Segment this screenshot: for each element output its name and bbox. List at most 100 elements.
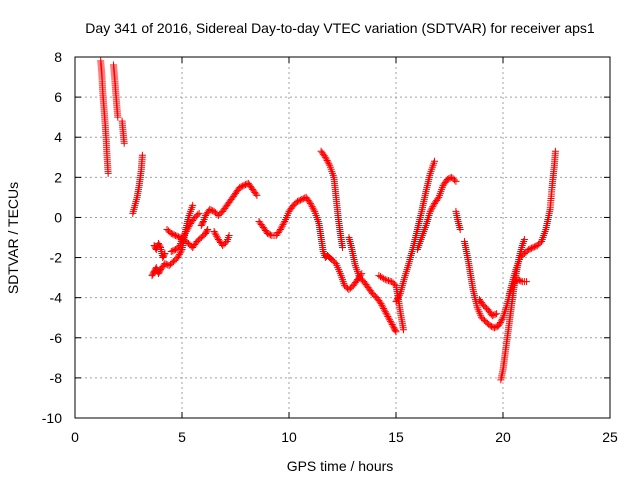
data-point <box>181 231 189 239</box>
data-point <box>490 324 498 332</box>
y-tick-label: 0 <box>54 209 62 225</box>
data-point <box>393 296 401 304</box>
data-point <box>452 177 460 185</box>
y-tick-label: -2 <box>50 250 63 266</box>
y-tick-label: 2 <box>54 169 62 185</box>
data-point <box>528 244 536 252</box>
data-point <box>264 229 272 237</box>
data-point <box>325 160 333 168</box>
data-point <box>488 312 496 320</box>
data-point <box>167 248 175 256</box>
data-point <box>380 275 388 283</box>
data-point <box>180 232 188 240</box>
data-point <box>496 319 504 327</box>
data-point <box>160 251 168 259</box>
data-point <box>389 322 397 330</box>
data-point <box>174 254 182 262</box>
data-point <box>175 250 183 258</box>
data-point <box>184 224 192 232</box>
data-point <box>381 308 389 316</box>
data-point <box>323 156 331 164</box>
data-point <box>391 280 399 288</box>
data-point <box>383 276 391 284</box>
data-point <box>378 301 386 309</box>
y-tick-labels: -10 -8 -6 -4 -2 0 2 4 6 8 <box>42 49 62 426</box>
data-point <box>169 230 177 238</box>
data-point <box>164 261 172 269</box>
data-point <box>498 315 506 323</box>
data-point <box>392 298 400 306</box>
data-point <box>431 157 439 165</box>
data-point <box>199 219 207 227</box>
data-point <box>383 311 391 319</box>
data-point <box>526 245 534 253</box>
data-point <box>185 223 193 231</box>
data-point <box>428 204 436 212</box>
data-point <box>296 196 304 204</box>
grid-lines <box>75 57 610 418</box>
data-point <box>207 206 215 214</box>
data-point <box>517 277 525 285</box>
data-point <box>495 322 503 330</box>
data-point <box>203 227 211 235</box>
data-point <box>206 205 214 213</box>
data-point <box>265 230 273 238</box>
data-point <box>195 209 203 217</box>
data-point <box>385 277 393 285</box>
data-point <box>181 229 189 237</box>
data-point <box>529 244 537 252</box>
data-point <box>514 276 522 284</box>
data-point <box>114 113 122 121</box>
data-point <box>237 183 245 191</box>
data-point <box>381 276 389 284</box>
data-point <box>382 309 390 317</box>
data-point <box>497 317 505 325</box>
data-point <box>204 225 212 233</box>
data-point <box>385 314 393 322</box>
data-point <box>176 249 184 257</box>
x-tick-label: 5 <box>178 429 186 445</box>
y-tick-label: 6 <box>54 89 62 105</box>
data-point <box>306 199 314 207</box>
y-tick-label: -8 <box>50 370 63 386</box>
data-point <box>308 203 316 211</box>
data-point <box>236 183 244 191</box>
data-points <box>97 57 559 384</box>
data-point <box>486 322 494 330</box>
data-point <box>298 195 306 203</box>
data-point <box>239 182 247 190</box>
data-point <box>399 326 407 334</box>
data-point <box>379 303 387 311</box>
data-point <box>394 294 402 302</box>
data-point <box>426 207 434 215</box>
data-point <box>387 319 395 327</box>
data-point <box>525 246 533 254</box>
data-point <box>189 201 197 209</box>
data-point <box>120 139 128 147</box>
data-point <box>434 195 442 203</box>
data-point <box>310 206 318 214</box>
data-point <box>156 242 164 250</box>
data-point <box>276 225 284 233</box>
data-point <box>175 252 183 260</box>
data-point <box>182 227 190 235</box>
data-point <box>395 291 403 299</box>
y-tick-label: 4 <box>54 129 62 145</box>
data-point <box>172 231 180 239</box>
data-point <box>515 276 523 284</box>
data-point <box>253 191 261 199</box>
data-point <box>178 236 186 244</box>
data-point <box>138 151 146 159</box>
data-point <box>456 225 464 233</box>
data-point <box>322 155 330 163</box>
data-point <box>104 169 112 177</box>
x-axis-label: GPS time / hours <box>287 458 394 474</box>
data-point <box>266 231 274 239</box>
x-tick-label: 25 <box>602 429 618 445</box>
data-point <box>161 250 169 258</box>
data-point <box>380 304 388 312</box>
chart-title: Day 341 of 2016, Sidereal Day-to-day VTE… <box>85 20 595 36</box>
data-point <box>295 197 303 205</box>
x-tick-label: 15 <box>388 429 404 445</box>
data-point <box>252 190 260 198</box>
